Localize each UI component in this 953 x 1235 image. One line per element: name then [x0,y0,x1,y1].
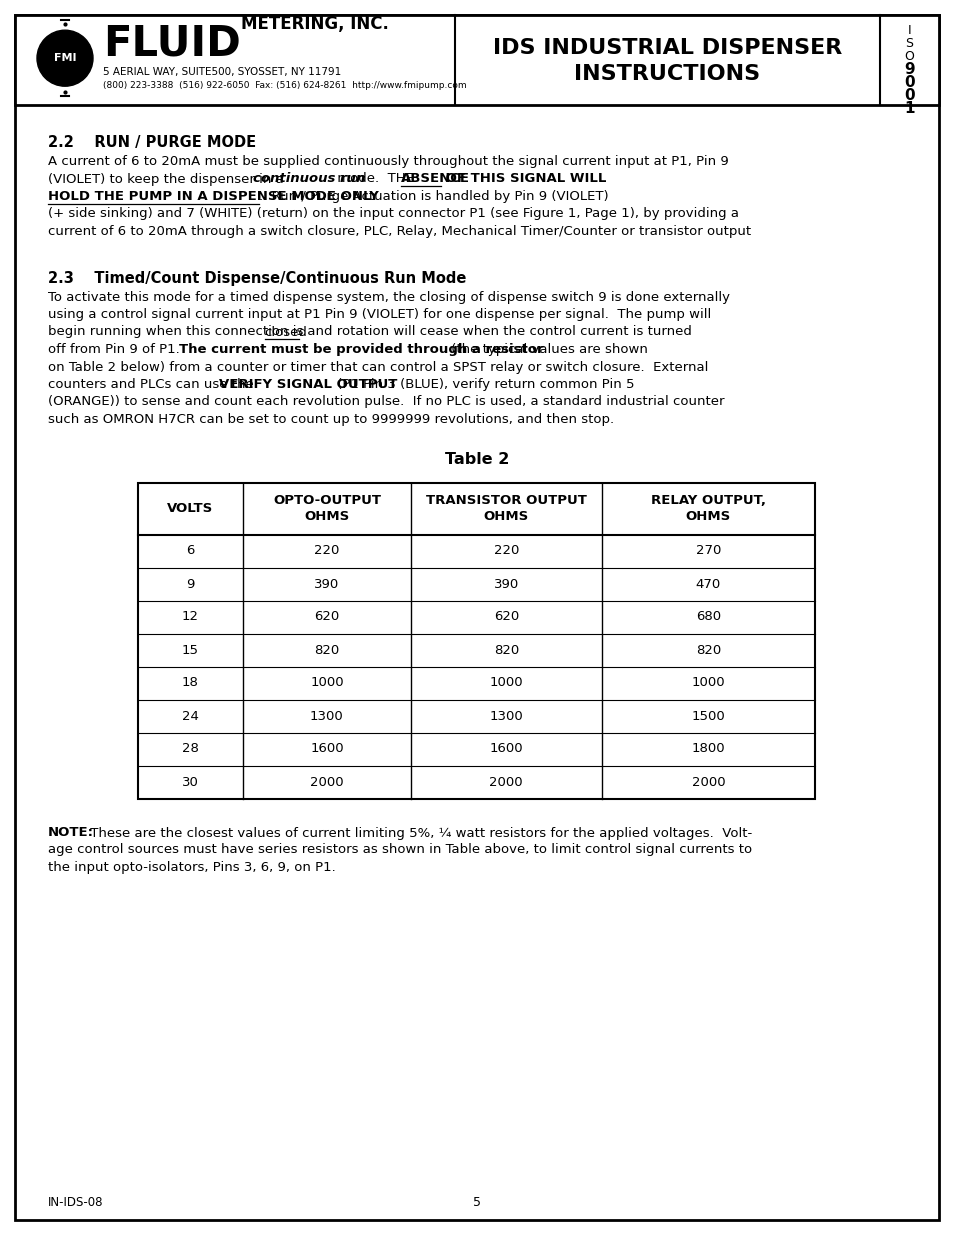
Text: 1600: 1600 [310,742,343,756]
Text: 2000: 2000 [310,776,343,788]
Text: 680: 680 [695,610,720,624]
Text: 6: 6 [186,545,194,557]
Text: counters and PLCs can use the: counters and PLCs can use the [48,378,257,391]
Text: 1000: 1000 [489,677,522,689]
Text: HOLD THE PUMP IN A DISPENSE MODE ONLY: HOLD THE PUMP IN A DISPENSE MODE ONLY [48,190,378,203]
Text: FLUID: FLUID [103,23,240,65]
Text: ABSENCE: ABSENCE [401,173,470,185]
Text: 220: 220 [493,545,518,557]
Text: current of 6 to 20mA through a switch closure, PLC, Relay, Mechanical Timer/Coun: current of 6 to 20mA through a switch cl… [48,225,750,238]
Text: using a control signal current input at P1 Pin 9 (VIOLET) for one dispense per s: using a control signal current input at … [48,308,711,321]
Text: (800) 223-3388  (516) 922-6050  Fax: (516) 624-8261  http://www.fmipump.com: (800) 223-3388 (516) 922-6050 Fax: (516)… [103,82,466,90]
Text: 12: 12 [182,610,199,624]
Text: (+ side sinking) and 7 (WHITE) (return) on the input connector P1 (see Figure 1,: (+ side sinking) and 7 (WHITE) (return) … [48,207,739,221]
Text: VOLTS: VOLTS [167,501,213,515]
Text: closed: closed [264,326,307,338]
Bar [15,15,938,105]
Text: 28: 28 [182,742,198,756]
Text: 1: 1 [903,101,914,116]
Text: 1000: 1000 [691,677,724,689]
Text: I: I [906,23,910,37]
Text: FMI: FMI [53,53,76,63]
Text: O: O [903,49,914,63]
Text: 2.3    Timed/Count Dispense/Continuous Run Mode: 2.3 Timed/Count Dispense/Continuous Run … [48,270,466,285]
Text: on Table 2 below) from a counter or timer that can control a SPST relay or switc: on Table 2 below) from a counter or time… [48,361,708,373]
Text: 270: 270 [695,545,720,557]
Text: IDS INDUSTRIAL DISPENSER: IDS INDUSTRIAL DISPENSER [493,38,841,58]
Text: 2000: 2000 [691,776,724,788]
Text: mode.  THE: mode. THE [333,173,417,185]
Text: 18: 18 [182,677,198,689]
Text: 1300: 1300 [310,709,343,722]
Text: 1600: 1600 [489,742,522,756]
Text: 0: 0 [903,75,914,90]
Text: 820: 820 [695,643,720,657]
Text: continuous run: continuous run [253,173,365,185]
Text: 1500: 1500 [691,709,724,722]
Text: 1800: 1800 [691,742,724,756]
Text: 620: 620 [314,610,339,624]
Text: 1000: 1000 [310,677,343,689]
Text: 9: 9 [186,578,194,590]
Text: To activate this mode for a timed dispense system, the closing of dispense switc: To activate this mode for a timed dispen… [48,290,729,304]
Text: begin running when this connection is: begin running when this connection is [48,326,307,338]
Text: 390: 390 [314,578,339,590]
Text: such as OMRON H7CR can be set to count up to 9999999 revolutions, and then stop.: such as OMRON H7CR can be set to count u… [48,412,614,426]
Text: 820: 820 [314,643,339,657]
Text: 2.2    RUN / PURGE MODE: 2.2 RUN / PURGE MODE [48,135,255,149]
Text: Table 2: Table 2 [444,452,509,468]
Text: S: S [904,37,913,49]
Text: , and rotation will cease when the control current is turned: , and rotation will cease when the contr… [298,326,691,338]
Text: OPTO-OUTPUT
OHMS: OPTO-OUTPUT OHMS [273,494,380,522]
Text: (ORANGE)) to sense and count each revolution pulse.  If no PLC is used, a standa: (ORANGE)) to sense and count each revolu… [48,395,723,409]
Text: 15: 15 [182,643,199,657]
Circle shape [37,30,92,86]
Text: OF THIS SIGNAL WILL: OF THIS SIGNAL WILL [441,173,606,185]
Text: VERIFY SIGNAL OUTPUT: VERIFY SIGNAL OUTPUT [219,378,397,391]
Text: 470: 470 [695,578,720,590]
Text: the input opto-isolators, Pins 3, 6, 9, on P1.: the input opto-isolators, Pins 3, 6, 9, … [48,861,335,873]
Text: 820: 820 [493,643,518,657]
Text: These are the closest values of current limiting 5%, ¼ watt resistors for the ap: These are the closest values of current … [86,826,752,840]
Text: (the typical values are shown: (the typical values are shown [447,343,647,356]
Text: 30: 30 [182,776,198,788]
Text: 390: 390 [493,578,518,590]
Text: 24: 24 [182,709,198,722]
Text: (P1 Pin 3 (BLUE), verify return common Pin 5: (P1 Pin 3 (BLUE), verify return common P… [333,378,634,391]
Text: 5 AERIAL WAY, SUITE500, SYOSSET, NY 11791: 5 AERIAL WAY, SUITE500, SYOSSET, NY 1179… [103,67,341,77]
Text: .  Run / Purge Actuation is handled by Pin 9 (VIOLET): . Run / Purge Actuation is handled by Pi… [258,190,608,203]
Text: 5: 5 [473,1197,480,1209]
Text: NOTE:: NOTE: [48,826,94,840]
Text: 620: 620 [493,610,518,624]
Text: 220: 220 [314,545,339,557]
Text: 0: 0 [903,88,914,104]
Text: (VIOLET) to keep the dispenser in a: (VIOLET) to keep the dispenser in a [48,173,288,185]
Text: The current must be provided through a resistor: The current must be provided through a r… [179,343,543,356]
Text: 2000: 2000 [489,776,522,788]
Text: IN-IDS-08: IN-IDS-08 [48,1197,103,1209]
Text: INSTRUCTIONS: INSTRUCTIONS [574,64,760,84]
Text: TRANSISTOR OUTPUT
OHMS: TRANSISTOR OUTPUT OHMS [425,494,586,522]
Text: RELAY OUTPUT,
OHMS: RELAY OUTPUT, OHMS [650,494,765,522]
Text: 9: 9 [903,63,914,78]
Text: METERING, INC.: METERING, INC. [241,15,389,33]
Text: age control sources must have series resistors as shown in Table above, to limit: age control sources must have series res… [48,844,751,857]
Text: 1300: 1300 [489,709,522,722]
Bar [138,483,814,799]
Text: off from Pin 9 of P1.: off from Pin 9 of P1. [48,343,188,356]
Text: A current of 6 to 20mA must be supplied continuously throughout the signal curre: A current of 6 to 20mA must be supplied … [48,156,728,168]
